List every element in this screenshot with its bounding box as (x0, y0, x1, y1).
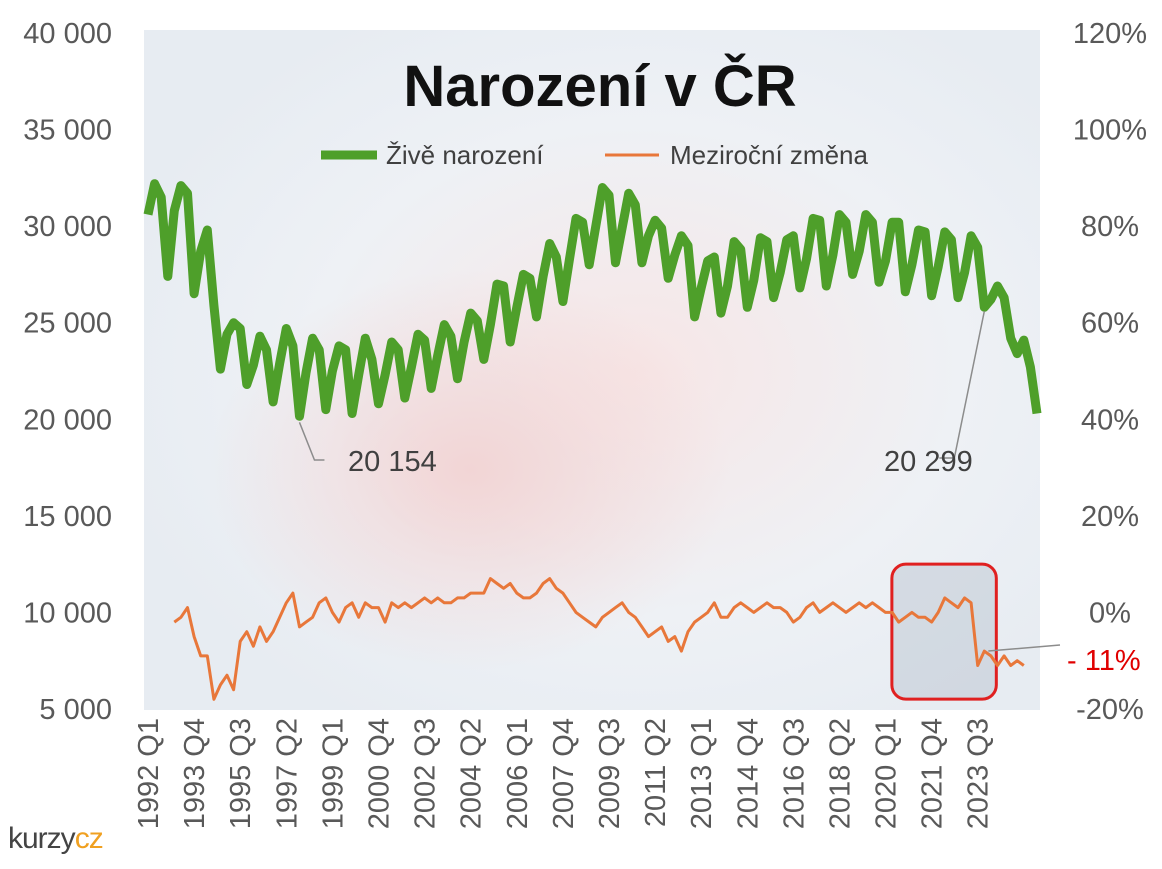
x-tick-label: 2023 Q3 (963, 718, 995, 829)
x-axis-ticks: 1992 Q1 1993 Q4 1995 Q3 1997 Q2 1999 Q1 2000 … (133, 718, 995, 829)
x-tick-label: 2021 Q4 (917, 718, 949, 829)
brand-logo-part1: kurzy (8, 822, 76, 855)
x-tick-label: 2014 Q4 (732, 718, 764, 829)
series-line-live-births (143, 179, 1042, 421)
left-tick-label: 30 000 (23, 211, 112, 243)
x-tick-label: 1992 Q1 (133, 718, 165, 829)
annotation-last-value: 20 299 (884, 446, 973, 478)
right-tick-label: 60% (1081, 308, 1139, 340)
right-tick-label: 20% (1081, 501, 1139, 533)
x-tick-label: 1999 Q1 (317, 718, 349, 829)
right-tick-label: 0% (1089, 597, 1131, 629)
series-line-yoy-change (173, 577, 1025, 701)
left-tick-label: 5 000 (39, 694, 112, 726)
right-tick-label: 120% (1073, 18, 1147, 50)
highlight-box (890, 562, 998, 701)
x-tick-label: 1993 Q4 (179, 718, 211, 829)
right-tick-label: -20% (1076, 694, 1144, 726)
left-tick-label: 15 000 (23, 501, 112, 533)
left-axis-ticks: 5 000 10 000 15 000 20 000 25 000 30 000 35 00… (23, 18, 112, 726)
brand-logo-part2: cz (74, 822, 104, 855)
x-tick-label: 2006 Q1 (502, 718, 534, 829)
x-tick-label: 2002 Q3 (410, 718, 442, 829)
x-tick-label: 2013 Q1 (686, 718, 718, 829)
legend-label-yoy-change: Meziroční změna (670, 140, 868, 170)
right-tick-label: 40% (1081, 404, 1139, 436)
x-tick-label: 2009 Q3 (594, 718, 626, 829)
x-tick-label: 1995 Q3 (225, 718, 257, 829)
x-tick-label: 2016 Q3 (778, 718, 810, 829)
left-tick-label: 35 000 (23, 115, 112, 147)
x-tick-label: 2007 Q4 (548, 718, 580, 829)
annotation-leader-yoy (988, 644, 1061, 652)
legend-label-live-births: Živě narození (386, 140, 544, 170)
left-tick-label: 40 000 (23, 18, 112, 50)
right-axis-ticks: -20% 0% 20% 40% 60% 80% 100% 120% (1073, 18, 1147, 726)
right-tick-label: 100% (1073, 115, 1147, 147)
annotation-min-value: 20 154 (348, 446, 437, 478)
left-tick-label: 20 000 (23, 404, 112, 436)
x-tick-label: 2020 Q1 (871, 718, 903, 829)
annotation-yoy-value: - 11% (1067, 645, 1141, 677)
x-tick-label: 2004 Q2 (456, 718, 488, 829)
x-tick-label: 2018 Q2 (824, 718, 856, 829)
background-photo-glow (210, 270, 730, 670)
legend: Živě narození Meziroční změna (321, 140, 868, 170)
x-tick-label: 2011 Q2 (640, 718, 672, 827)
brand-logo: kurzycz (8, 822, 104, 856)
annotation-leader-min (298, 422, 325, 461)
left-tick-label: 10 000 (23, 597, 112, 629)
annotation-leader-last (939, 311, 986, 459)
x-tick-label: 2000 Q4 (363, 718, 395, 829)
x-tick-label: 1997 Q2 (271, 718, 303, 829)
left-tick-label: 25 000 (23, 308, 112, 340)
right-tick-label: 80% (1081, 211, 1139, 243)
chart-title: Narození v ČR (403, 54, 796, 119)
